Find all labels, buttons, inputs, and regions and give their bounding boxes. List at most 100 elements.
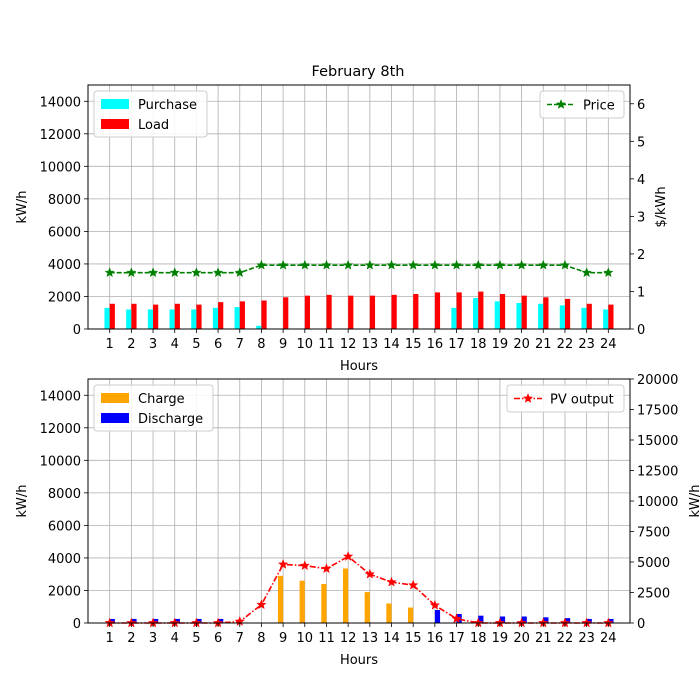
bar-load bbox=[608, 304, 614, 329]
bar-purchase bbox=[104, 307, 110, 329]
y2-tick-label: 6 bbox=[637, 98, 645, 113]
x-tick-label: 24 bbox=[600, 337, 617, 352]
x-tick-label: 3 bbox=[149, 337, 157, 352]
point-price bbox=[407, 259, 419, 270]
legend-right bbox=[506, 384, 625, 413]
bar-charge bbox=[408, 607, 414, 623]
x-tick-label: 6 bbox=[214, 337, 222, 352]
bar-discharge bbox=[478, 615, 484, 623]
bar-purchase bbox=[256, 325, 262, 329]
y-tick-label: 10000 bbox=[40, 454, 81, 469]
legend-marker-pv-output bbox=[522, 392, 534, 403]
legend-swatch-discharge bbox=[101, 413, 129, 423]
point-pv-output bbox=[342, 550, 354, 561]
x-tick-label: 11 bbox=[318, 631, 335, 646]
bar-load bbox=[283, 297, 289, 329]
x-tick-label: 12 bbox=[340, 337, 357, 352]
point-price bbox=[516, 259, 527, 270]
y-tick-label: 12000 bbox=[40, 422, 81, 437]
point-price bbox=[256, 259, 267, 270]
y-tick-label: 8000 bbox=[48, 193, 81, 208]
x-tick-label: 4 bbox=[171, 337, 179, 352]
bar-load bbox=[239, 301, 245, 329]
y-tick-label: 6000 bbox=[48, 519, 81, 534]
point-pv-output bbox=[256, 599, 267, 610]
x-tick-label: 10 bbox=[297, 631, 314, 646]
x-axis-label: Hours bbox=[340, 653, 378, 668]
bar-discharge bbox=[109, 618, 115, 623]
x-tick-label: 1 bbox=[106, 337, 114, 352]
bar-load bbox=[478, 291, 484, 329]
point-price bbox=[472, 259, 484, 270]
y2-tick-label: 2500 bbox=[637, 587, 670, 602]
x-tick-label: 21 bbox=[535, 337, 552, 352]
x-axis-label: Hours bbox=[340, 359, 378, 374]
legend-right bbox=[539, 90, 625, 119]
bar-load bbox=[521, 295, 527, 329]
x-tick-label: 19 bbox=[492, 631, 509, 646]
y2-axis-label: $/kWh bbox=[654, 186, 669, 227]
legend-label-pv-output: PV output bbox=[550, 393, 614, 408]
bar-load bbox=[348, 295, 354, 329]
bar-purchase bbox=[603, 309, 609, 329]
point-price bbox=[429, 259, 441, 270]
y-tick-label: 6000 bbox=[48, 225, 81, 240]
bar-purchase bbox=[191, 309, 197, 329]
bar-charge bbox=[342, 568, 349, 623]
bar-discharge bbox=[174, 618, 180, 623]
bar-load bbox=[586, 303, 592, 329]
y2-tick-label: 5 bbox=[637, 135, 645, 150]
bar-purchase bbox=[169, 309, 175, 329]
bottom-chart: 1 2 3 4 5 6 7 8 9 10 11 12 13 14 15 16 17 18 19 20 21 22 23 240… bbox=[15, 373, 700, 668]
point-price bbox=[386, 259, 397, 270]
series-line-price bbox=[109, 264, 609, 274]
x-tick-label: 12 bbox=[340, 631, 357, 646]
y-tick-label: 2000 bbox=[48, 290, 81, 305]
bar-purchase bbox=[451, 307, 457, 329]
y-axis-label: kW/h bbox=[15, 484, 30, 517]
plot-frame bbox=[87, 84, 631, 330]
bar-charge bbox=[364, 592, 370, 623]
bar-charge bbox=[277, 575, 284, 623]
bar-purchase bbox=[581, 307, 587, 329]
y-tick-label: 2000 bbox=[48, 584, 81, 599]
bar-purchase bbox=[147, 309, 154, 329]
x-tick-label: 13 bbox=[362, 337, 379, 352]
y-tick-label: 0 bbox=[73, 323, 81, 338]
y-axis-label: kW/h bbox=[15, 190, 30, 223]
bar-discharge bbox=[608, 618, 614, 623]
point-price bbox=[538, 259, 549, 270]
y-tick-label: 8000 bbox=[48, 487, 81, 502]
point-price bbox=[212, 267, 224, 278]
y2-tick-label: 3 bbox=[637, 210, 645, 225]
point-price bbox=[169, 267, 180, 278]
x-tick-label: 2 bbox=[127, 631, 135, 646]
y-tick-label: 12000 bbox=[40, 128, 81, 143]
bar-purchase bbox=[473, 298, 479, 329]
x-tick-label: 6 bbox=[214, 631, 222, 646]
y2-tick-label: 17500 bbox=[637, 404, 678, 419]
bar-charge bbox=[321, 583, 327, 623]
x-tick-label: 2 bbox=[127, 337, 135, 352]
y-tick-label: 14000 bbox=[40, 389, 81, 404]
bar-charge bbox=[299, 580, 305, 623]
bar-discharge bbox=[153, 618, 159, 623]
point-price bbox=[277, 259, 289, 270]
x-tick-label: 8 bbox=[257, 337, 265, 352]
x-tick-label: 17 bbox=[448, 337, 465, 352]
point-price bbox=[147, 267, 159, 278]
bar-discharge bbox=[434, 609, 441, 623]
y-tick-label: 14000 bbox=[40, 95, 81, 110]
point-price bbox=[342, 259, 354, 270]
legend-label-discharge: Discharge bbox=[138, 412, 203, 427]
x-tick-label: 18 bbox=[470, 631, 487, 646]
x-tick-label: 17 bbox=[448, 631, 465, 646]
y2-tick-label: 2 bbox=[637, 248, 645, 263]
x-tick-label: 21 bbox=[535, 631, 552, 646]
bar-purchase bbox=[559, 305, 565, 329]
bar-load bbox=[543, 297, 549, 329]
bar-discharge bbox=[521, 616, 527, 623]
bar-load bbox=[456, 292, 462, 329]
point-price bbox=[104, 267, 115, 278]
point-pv-output bbox=[364, 568, 376, 579]
